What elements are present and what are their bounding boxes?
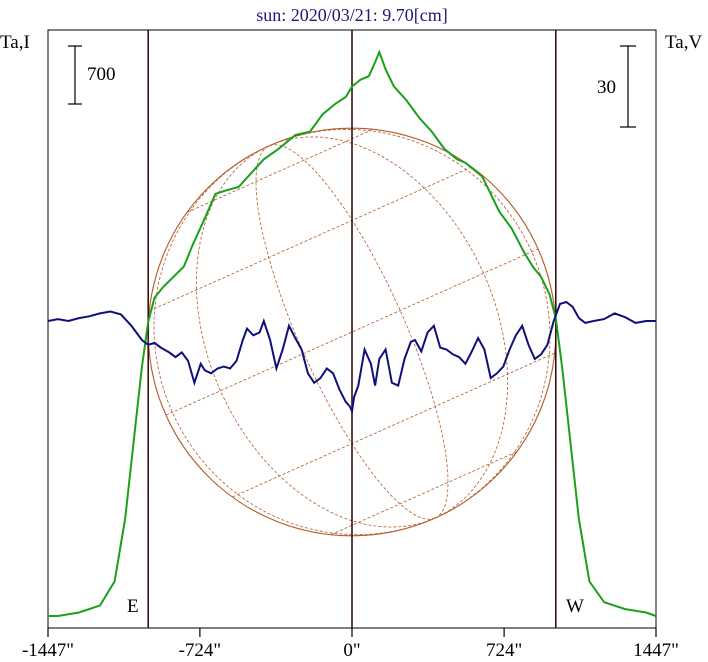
vertical-reference-lines (147, 30, 557, 628)
west-limb-label: W (566, 596, 584, 617)
longitude-line (255, 145, 436, 520)
east-limb-label: E (127, 596, 139, 617)
longitude-line (268, 136, 509, 519)
longitude-line (268, 144, 449, 519)
scale-bar-right (620, 45, 636, 128)
x-tick-label: 1447" (633, 640, 679, 661)
series-line-intensity (48, 49, 657, 617)
y-axis-label-right: Ta,V (665, 32, 702, 53)
longitude-line (195, 145, 436, 528)
series-line-polarization (47, 300, 656, 415)
y-axis-label-left: Ta,I (0, 32, 30, 53)
latitude-line (232, 352, 555, 498)
chart-title: sun: 2020/03/21: 9.70[cm] (256, 5, 448, 25)
latitude-line (149, 166, 472, 312)
x-tick-label: -1447" (22, 640, 74, 661)
x-tick-label: 724" (486, 640, 522, 661)
scale-bar-right-value: 30 (597, 77, 616, 98)
latitude-line (165, 248, 539, 416)
scale-bar-left-value: 700 (87, 64, 116, 85)
x-tick-label: 0" (343, 640, 360, 661)
x-axis-ticks: -1447" -724" 0" 724" 1447" (22, 628, 679, 661)
series-group (47, 49, 657, 617)
longitude-line (268, 128, 551, 519)
scale-bar-left (68, 45, 82, 105)
x-tick-label: -724" (179, 640, 222, 661)
latitude-line (330, 451, 518, 536)
latitude-line (186, 128, 374, 213)
longitude-line (153, 145, 436, 536)
